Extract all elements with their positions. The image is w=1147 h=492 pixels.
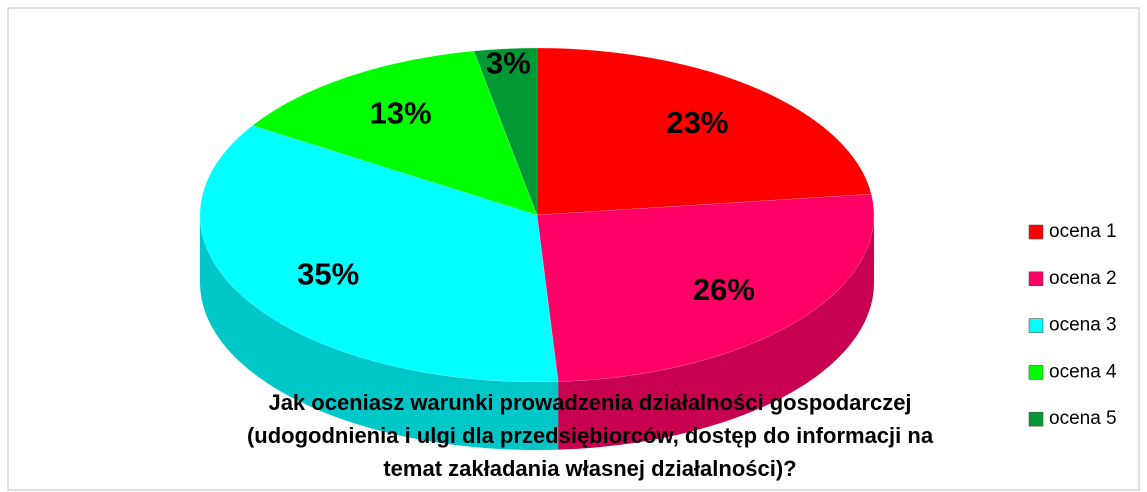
slice [251, 50, 538, 216]
slice [199, 125, 559, 383]
data-label: 26% [693, 272, 755, 307]
legend-label: ocena 1 [1049, 221, 1117, 242]
legend: ocena 1 ocena 2 ocena 3 ocena 4 ocena 5 [1028, 221, 1117, 429]
slice [536, 47, 872, 216]
data-label: 13% [370, 96, 432, 131]
legend-swatch [1028, 365, 1044, 380]
legend-label: ocena 5 [1049, 408, 1117, 429]
chart-title: (udogodnienia i ulgi dla przedsiębiorców… [247, 423, 934, 448]
legend-label: ocena 3 [1049, 315, 1117, 336]
slice [536, 193, 875, 382]
legend-swatch [1028, 224, 1044, 240]
slice-side [200, 215, 559, 450]
legend-swatch [1028, 318, 1044, 333]
legend-label: ocena 4 [1049, 361, 1117, 382]
slice [473, 47, 538, 216]
chart-title: Jak oceniasz warunki prowadzenia działal… [268, 390, 911, 415]
pie [199, 47, 875, 450]
chart-title: temat zakładania własnej działalności)? [383, 456, 796, 481]
data-label: 35% [297, 256, 359, 291]
data-label: 23% [666, 105, 728, 140]
legend-swatch [1028, 271, 1044, 287]
legend-label: ocena 2 [1049, 268, 1117, 289]
legend-swatch [1028, 411, 1044, 427]
labels: 23% 26% 35% 13% 3% [297, 46, 755, 307]
title: Jak oceniasz warunki prowadzenia działal… [247, 390, 934, 481]
slice-side [558, 215, 874, 450]
data-label: 3% [486, 46, 531, 81]
